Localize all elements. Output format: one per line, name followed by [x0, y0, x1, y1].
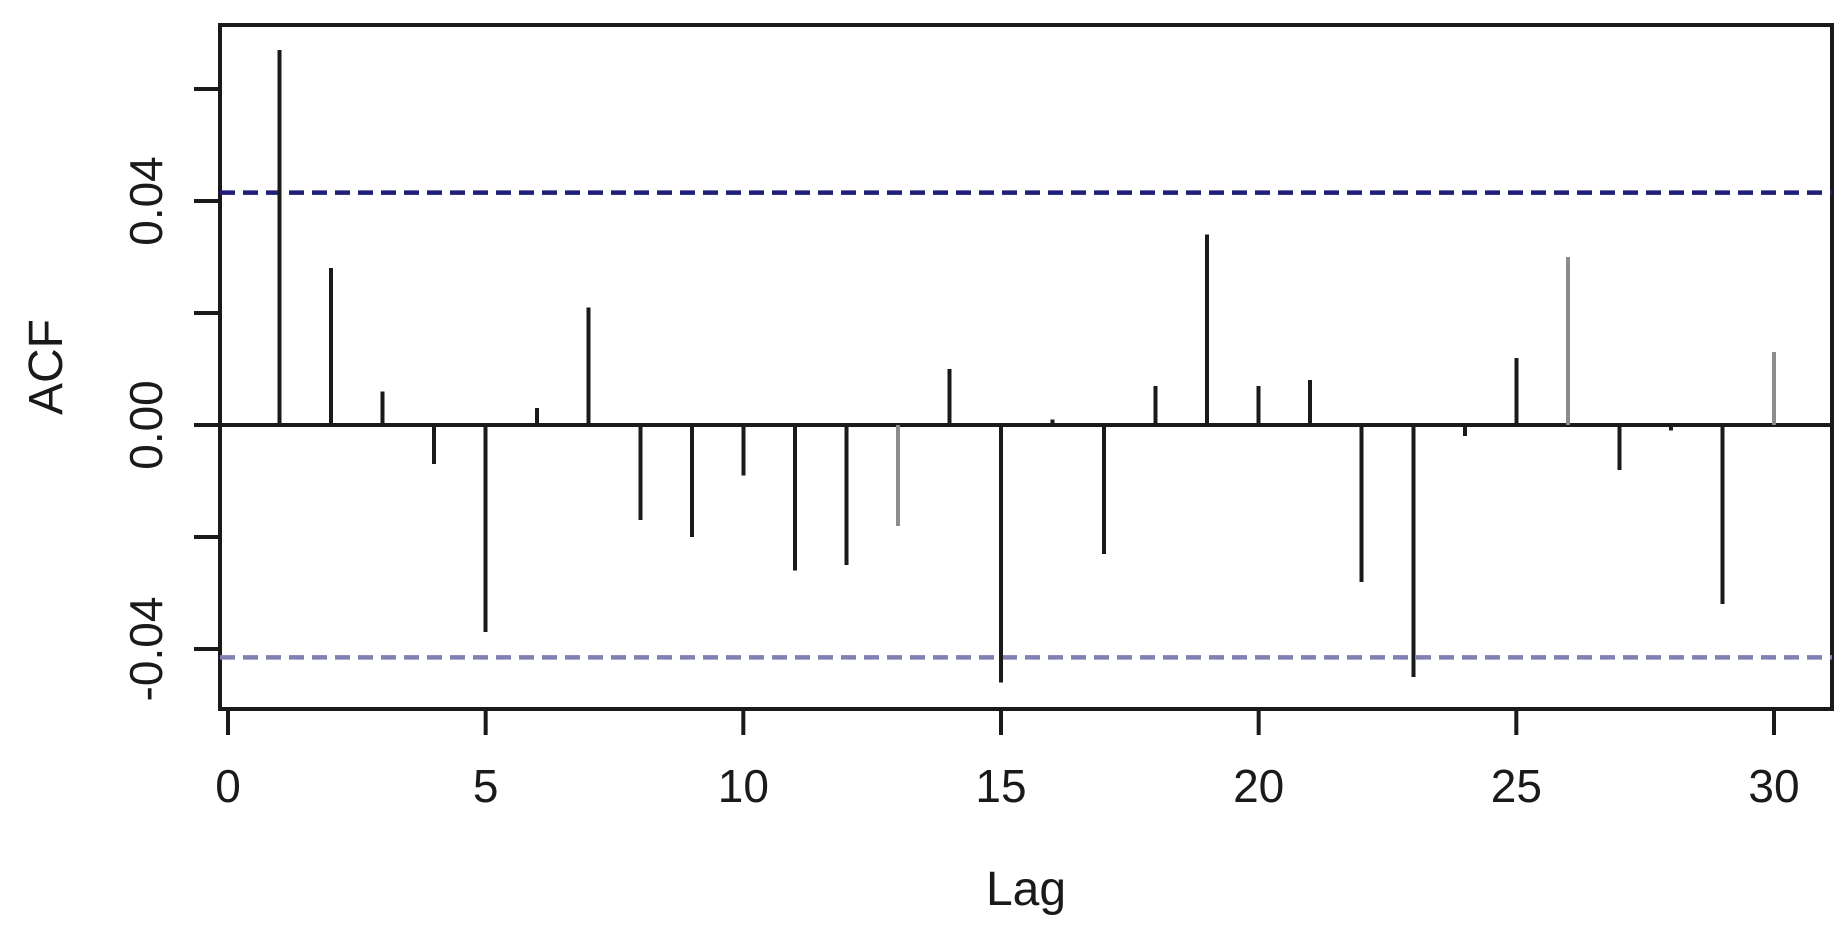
- y-axis-title: ACF: [20, 319, 73, 415]
- y-tick-label--0.04: -0.04: [120, 597, 172, 702]
- x-tick-label-5: 5: [473, 760, 499, 812]
- x-tick-label-15: 15: [975, 760, 1026, 812]
- x-tick-label-10: 10: [718, 760, 769, 812]
- plot-box: [218, 23, 1834, 711]
- y-tick-label-0.00: 0.00: [120, 380, 172, 470]
- x-tick-label-20: 20: [1233, 760, 1284, 812]
- x-axis-title: Lag: [986, 863, 1066, 916]
- x-tick-label-0: 0: [215, 760, 241, 812]
- y-tick-label-0.04: 0.04: [120, 156, 172, 246]
- x-tick-label-30: 30: [1748, 760, 1799, 812]
- chart-dynamic-layer: 0 5 10 15 20 25 30 0.04 0.00 -0.04: [120, 23, 1834, 812]
- x-tick-label-25: 25: [1491, 760, 1542, 812]
